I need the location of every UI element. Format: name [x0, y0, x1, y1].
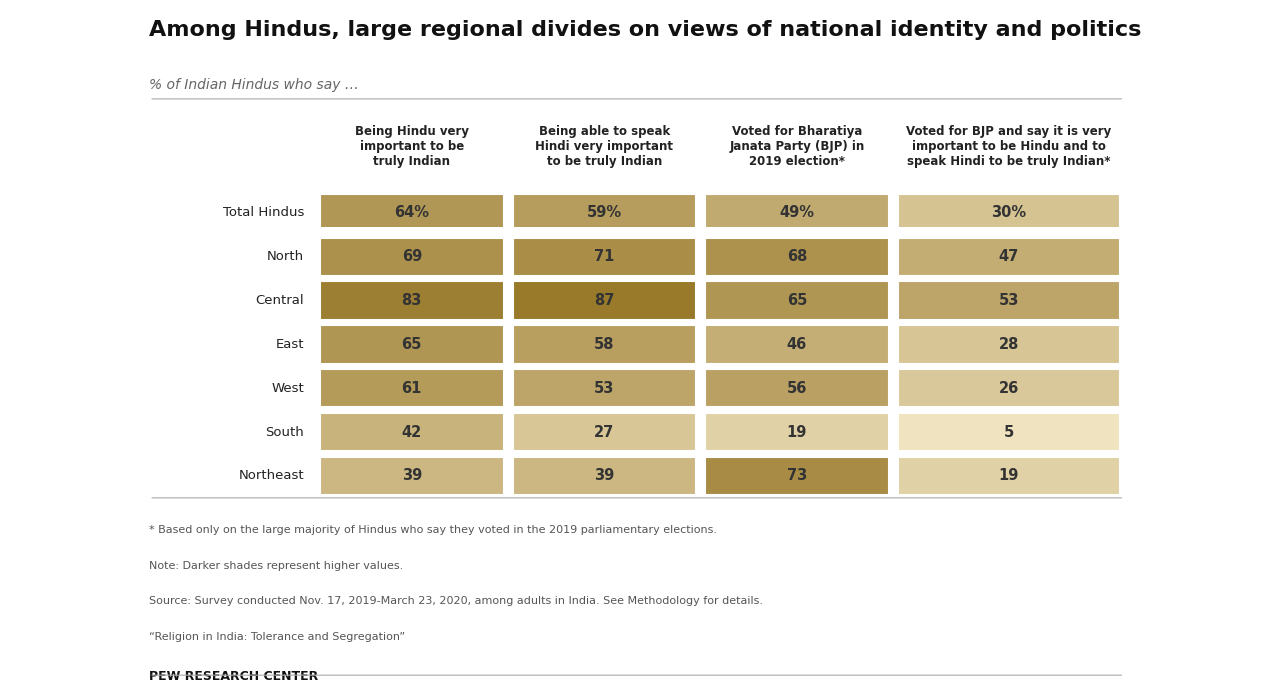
Text: 56: 56: [787, 381, 808, 396]
Text: 46: 46: [787, 337, 808, 352]
Bar: [320, 237, 504, 276]
Text: 64%: 64%: [395, 205, 429, 220]
Text: 49%: 49%: [780, 205, 814, 220]
Text: East: East: [276, 338, 304, 351]
Bar: [898, 193, 1120, 232]
Text: Voted for BJP and say it is very
important to be Hindu and to
speak Hindi to be : Voted for BJP and say it is very importa…: [906, 125, 1112, 168]
Text: 30%: 30%: [992, 205, 1026, 220]
Bar: [898, 237, 1120, 276]
Text: North: North: [267, 250, 304, 263]
Bar: [705, 325, 888, 364]
Text: South: South: [266, 425, 304, 438]
Bar: [320, 413, 504, 451]
Bar: [705, 369, 888, 407]
Text: Note: Darker shades represent higher values.: Note: Darker shades represent higher val…: [150, 560, 404, 571]
Text: Being Hindu very
important to be
truly Indian: Being Hindu very important to be truly I…: [355, 125, 469, 168]
Text: 47: 47: [998, 249, 1019, 264]
Bar: [705, 281, 888, 320]
Text: % of Indian Hindus who say …: % of Indian Hindus who say …: [150, 78, 359, 93]
Bar: [320, 369, 504, 407]
Text: 83: 83: [401, 293, 422, 308]
Text: Source: Survey conducted Nov. 17, 2019-March 23, 2020, among adults in India. Se: Source: Survey conducted Nov. 17, 2019-M…: [150, 596, 763, 606]
Bar: [512, 325, 697, 364]
Bar: [705, 237, 888, 276]
Bar: [512, 457, 697, 495]
Text: 19: 19: [998, 469, 1019, 484]
Bar: [898, 457, 1120, 495]
Text: 53: 53: [998, 293, 1019, 308]
Text: “Religion in India: Tolerance and Segregation”: “Religion in India: Tolerance and Segreg…: [150, 632, 405, 641]
Bar: [512, 281, 697, 320]
Text: 65: 65: [787, 293, 808, 308]
Text: 69: 69: [401, 249, 422, 264]
Text: Being able to speak
Hindi very important
to be truly Indian: Being able to speak Hindi very important…: [535, 125, 674, 168]
Text: 19: 19: [787, 425, 808, 440]
Text: 53: 53: [594, 381, 615, 396]
Text: Total Hindus: Total Hindus: [222, 206, 304, 220]
Bar: [898, 369, 1120, 407]
Text: 39: 39: [401, 469, 422, 484]
Text: 42: 42: [401, 425, 422, 440]
Bar: [898, 325, 1120, 364]
Text: West: West: [271, 381, 304, 394]
Bar: [320, 193, 504, 232]
Text: 39: 39: [594, 469, 615, 484]
Bar: [898, 281, 1120, 320]
Bar: [512, 237, 697, 276]
Text: 26: 26: [998, 381, 1019, 396]
Text: 68: 68: [787, 249, 808, 264]
Bar: [705, 413, 888, 451]
Bar: [705, 457, 888, 495]
Text: PEW RESEARCH CENTER: PEW RESEARCH CENTER: [150, 670, 318, 683]
Text: 65: 65: [401, 337, 422, 352]
Text: 87: 87: [594, 293, 615, 308]
Text: 73: 73: [787, 469, 808, 484]
Bar: [512, 369, 697, 407]
Bar: [320, 457, 504, 495]
Text: 5: 5: [1003, 425, 1013, 440]
Bar: [898, 413, 1120, 451]
Text: Central: Central: [256, 294, 304, 307]
Text: Northeast: Northeast: [239, 469, 304, 482]
Bar: [512, 413, 697, 451]
Text: 58: 58: [594, 337, 615, 352]
Bar: [320, 281, 504, 320]
Text: 27: 27: [594, 425, 615, 440]
Bar: [705, 193, 888, 232]
Text: Voted for Bharatiya
Janata Party (BJP) in
2019 election*: Voted for Bharatiya Janata Party (BJP) i…: [730, 125, 865, 168]
Text: 71: 71: [594, 249, 615, 264]
Bar: [150, 227, 1125, 235]
Bar: [512, 193, 697, 232]
Bar: [320, 325, 504, 364]
Text: 61: 61: [401, 381, 422, 396]
Text: * Based only on the large majority of Hindus who say they voted in the 2019 parl: * Based only on the large majority of Hi…: [150, 525, 717, 535]
Text: 59%: 59%: [587, 205, 622, 220]
Text: Among Hindus, large regional divides on views of national identity and politics: Among Hindus, large regional divides on …: [150, 21, 1141, 40]
Text: 28: 28: [998, 337, 1019, 352]
